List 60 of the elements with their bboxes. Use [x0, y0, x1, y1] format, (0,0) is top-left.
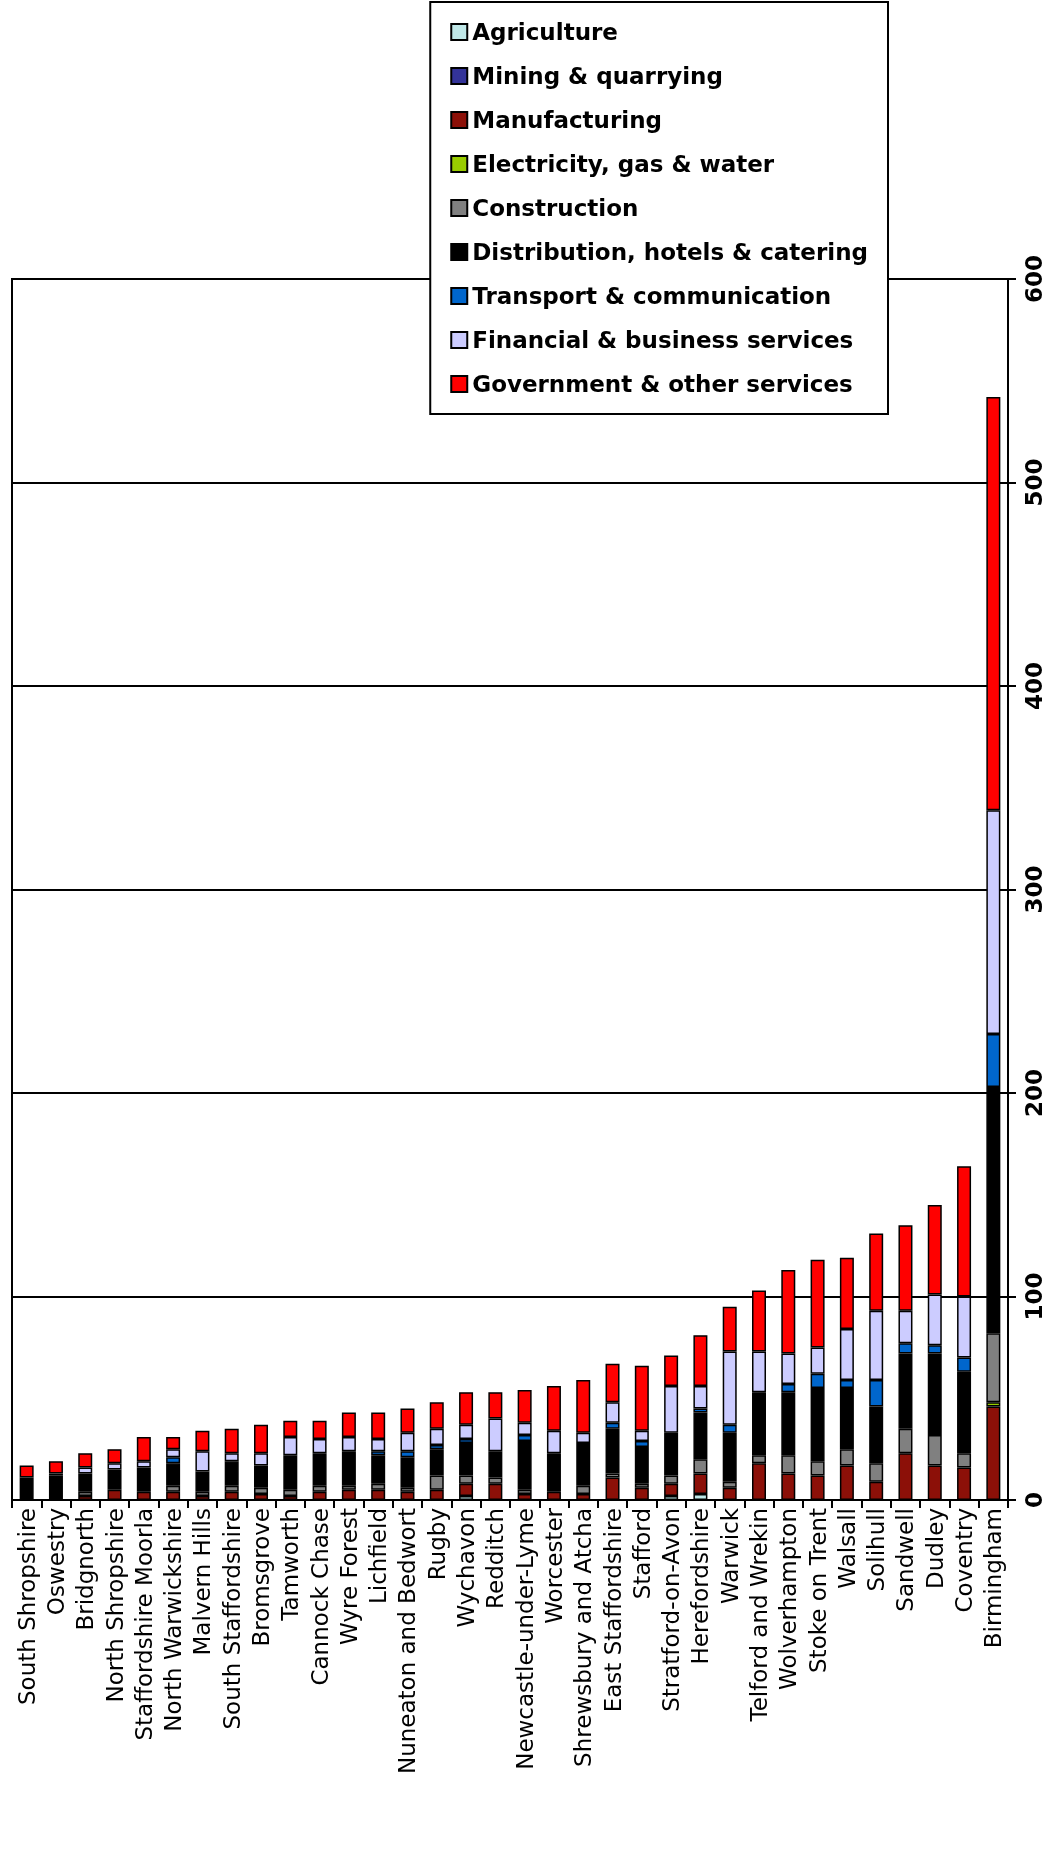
- x-tick-label: Stratford-on-Avon: [658, 1508, 685, 1712]
- x-tick-label: Cannock Chase: [306, 1508, 333, 1686]
- x-tick-label: Telford and Wrekin: [746, 1508, 772, 1723]
- x-tick-label: Tamworth: [277, 1508, 304, 1622]
- legend-label: Electricity, gas & water: [472, 151, 775, 177]
- x-tick-label: Bridgnorth: [72, 1508, 99, 1631]
- x-tick-label: Solihull: [863, 1508, 890, 1592]
- legend-label: Transport & communication: [472, 283, 832, 309]
- bar: [48, 1461, 63, 1474]
- legend-label: Construction: [472, 195, 639, 221]
- x-tick-label: Herefordshire: [687, 1508, 714, 1665]
- bar: [634, 1487, 649, 1500]
- bar: [48, 1475, 63, 1498]
- bar: [78, 1495, 93, 1500]
- x-tick-label: Coventry: [951, 1508, 978, 1613]
- x-tick-label: Birmingham: [980, 1508, 1007, 1649]
- legend-label: Financial & business services: [472, 327, 854, 353]
- x-tick-label: Sandwell: [892, 1508, 919, 1612]
- x-tick-label: Lichfield: [365, 1508, 392, 1605]
- legend-label: Government & other services: [472, 371, 853, 397]
- x-tick-label: North Shropshire: [101, 1508, 128, 1703]
- x-tick-label: Malvern Hills: [189, 1508, 216, 1656]
- bar: [605, 1477, 620, 1500]
- y-tick-label: 400: [1020, 661, 1047, 711]
- y-tick-label: 0: [1020, 1491, 1047, 1509]
- x-tick-label: Bromsgrove: [248, 1508, 274, 1647]
- x-tick-label: Stoke on Trent: [804, 1508, 831, 1673]
- bar: [195, 1495, 210, 1500]
- x-tick-label: Staffordshire Moorla: [130, 1508, 157, 1741]
- x-tick-label: South Shropshire: [13, 1508, 40, 1706]
- x-tick-label: Stafford: [628, 1508, 655, 1600]
- x-tick-label: North Warwickshire: [160, 1508, 187, 1732]
- x-tick-label: East Staffordshire: [599, 1508, 626, 1713]
- x-tick-label: Walsall: [833, 1508, 860, 1589]
- x-tick-label: Oswestry: [42, 1508, 69, 1616]
- legend-label: Agriculture: [472, 19, 618, 45]
- y-tick-label: 500: [1020, 458, 1047, 507]
- x-tick-label: Warwick: [716, 1507, 743, 1604]
- x-tick-label: Wychavon: [453, 1508, 480, 1628]
- y-tick-label: 100: [1020, 1272, 1047, 1321]
- x-tick-label: Wolverhampton: [775, 1508, 802, 1691]
- x-tick-label: Shrewsbury and Atcha: [570, 1508, 597, 1767]
- x-tick-label: Dudley: [921, 1508, 948, 1590]
- x-tick-label: Newcastle-under-Lyme: [511, 1508, 538, 1770]
- x-tick-label: Rugby: [423, 1508, 450, 1581]
- y-tick-label: 200: [1020, 1068, 1047, 1118]
- bar: [986, 1406, 1001, 1500]
- x-tick-label: Nuneaton and Bedwort: [394, 1508, 421, 1775]
- bar: [400, 1491, 415, 1500]
- x-tick-label: Redditch: [482, 1508, 509, 1609]
- x-tick-label: Worcester: [540, 1507, 567, 1624]
- x-tick-label: South Staffordshire: [218, 1508, 245, 1730]
- legend-label: Distribution, hotels & catering: [472, 239, 869, 265]
- y-tick-label: 300: [1020, 865, 1047, 914]
- legend-label: Manufacturing: [472, 107, 662, 133]
- y-tick-label: 600: [1020, 254, 1047, 304]
- bar: [341, 1489, 356, 1500]
- x-tick-label: Wyre Forest: [335, 1508, 362, 1645]
- legend-label: Mining & quarrying: [472, 63, 723, 89]
- bar: [517, 1493, 532, 1500]
